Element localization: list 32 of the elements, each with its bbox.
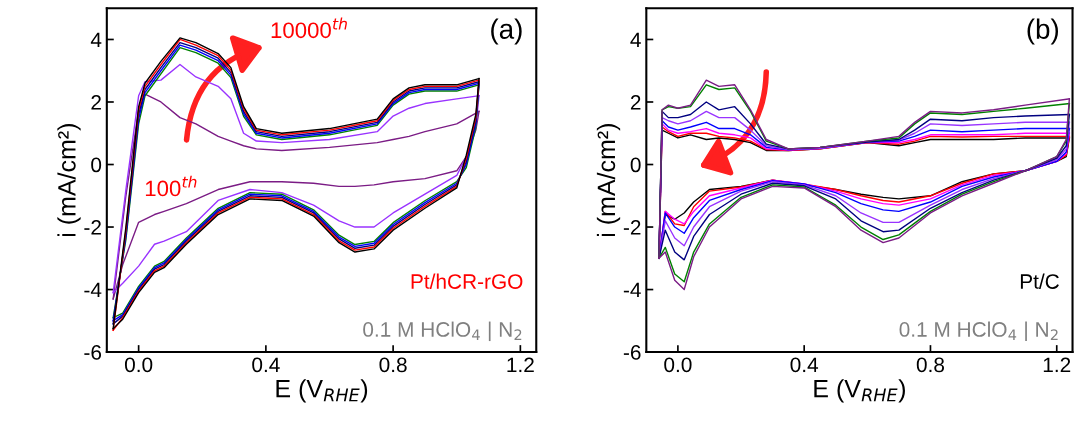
y-tick-label: -4	[623, 282, 641, 298]
y-tick-label: 0	[630, 157, 641, 173]
y-axis-title: i (mA/cm²)	[596, 124, 621, 237]
annotation: Pt/C	[1020, 273, 1059, 289]
x-tick-label: 0.0	[664, 357, 692, 373]
x-tick-label: 1.2	[1043, 357, 1071, 373]
annotation: (b)	[1027, 18, 1059, 45]
annotation: 0.1 M HClO$_{4}$ | N$_{2}$	[899, 321, 1058, 342]
x-tick-label: 0.4	[790, 357, 819, 373]
y-tick-label: 2	[630, 94, 641, 110]
x-tick-label: 0.4	[252, 357, 280, 373]
y-tick-label: -4	[84, 282, 102, 298]
y-tick-label: -2	[84, 220, 101, 235]
y-axis-title: i (mA/cm²)	[57, 124, 81, 237]
x-tick-label: 1.2	[507, 357, 534, 373]
y-tick-label: -6	[623, 345, 641, 360]
annotation: Pt/hCR-rGO	[411, 273, 523, 289]
x-tick-label: 0.0	[124, 357, 153, 373]
y-tick-label: -6	[84, 345, 102, 360]
annotation: (a)	[491, 18, 522, 45]
y-tick-label: 4	[630, 32, 641, 48]
x-axis-title: E (V$_{RHE}$)	[276, 379, 368, 403]
annotation: 0.1 M HClO$_{4}$ | N$_{2}$	[363, 321, 522, 342]
y-tick-label: 2	[91, 94, 101, 110]
x-tick-label: 0.8	[379, 357, 407, 373]
y-tick-label: -2	[623, 220, 641, 235]
annotation: 100$^{th}$	[145, 175, 197, 197]
x-tick-label: 0.8	[916, 357, 945, 373]
y-tick-label: 4	[90, 32, 102, 48]
x-axis-title: E (V$_{RHE}$)	[814, 379, 905, 403]
y-tick-label: 0	[91, 157, 102, 173]
annotation: 10000$^{th}$	[271, 17, 347, 39]
